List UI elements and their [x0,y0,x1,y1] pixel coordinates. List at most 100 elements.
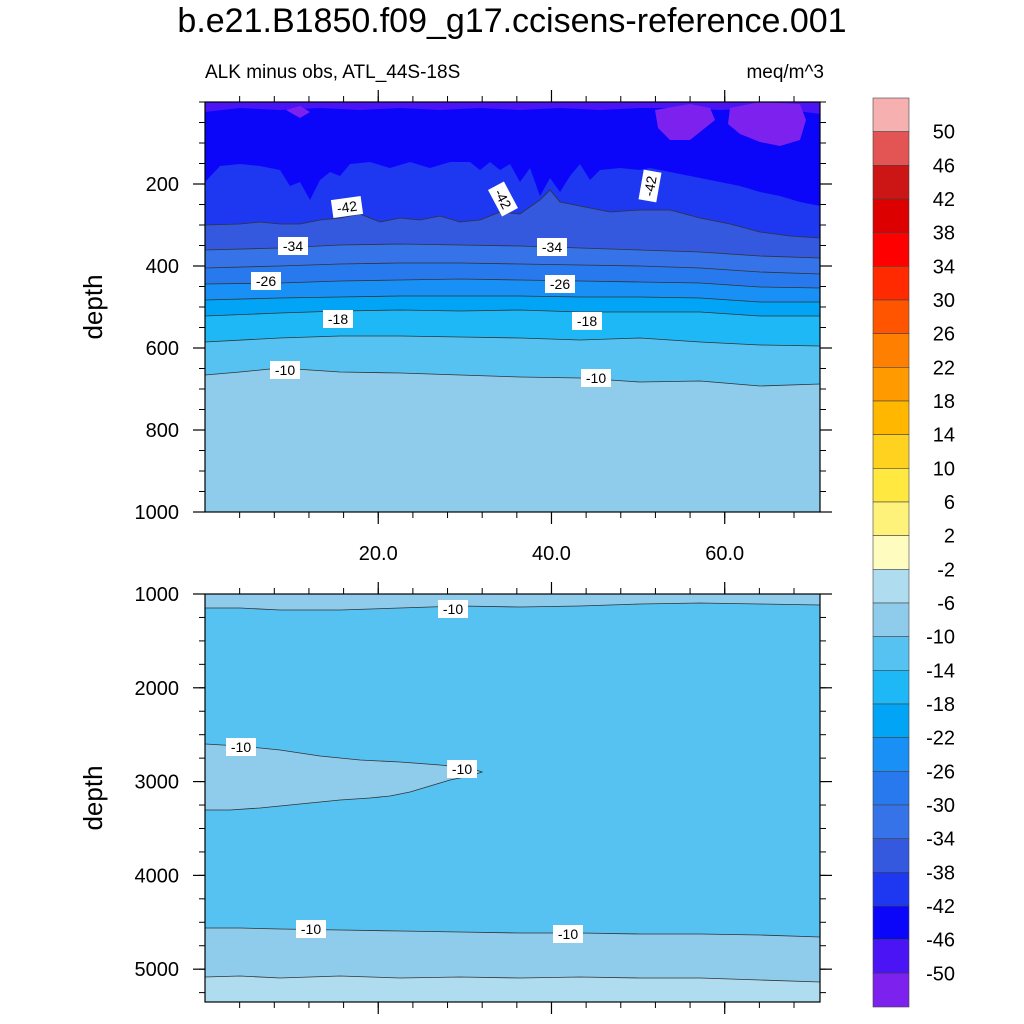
colorbar-label: -42 [926,896,955,918]
colorbar-label: 42 [933,189,955,211]
contour-line [205,927,820,938]
contour-label: -10 [586,370,606,386]
upper-contour-fill [205,102,820,512]
contour-label: -18 [328,311,348,327]
band-fill [205,744,482,810]
contour-line [205,243,820,259]
colorbar-label: 6 [944,492,955,514]
y-tick-label: 5000 [135,959,180,981]
upper-x-axis: 20.0 40.0 60.0 [239,90,795,565]
lower-contour-fill [205,594,820,1002]
contour-label: -26 [256,273,276,289]
upper-depth-panel: 200 400 600 800 1000 20.0 40.0 60.0 depth -42 … [78,90,832,565]
colorbar-label: -10 [926,627,955,649]
band-fill [205,603,820,937]
colorbar-swatch [872,703,910,738]
contour-label: -42 [640,174,659,197]
colorbar-label: -6 [937,593,955,615]
colorbar-label: 46 [933,155,955,177]
y-tick-label: 4000 [135,865,180,887]
colorbar-label: -50 [926,963,955,985]
colorbar-swatch [872,973,910,1008]
band-fill [655,104,715,140]
contour-label: -10 [275,362,295,378]
contour-line [205,278,820,289]
colorbar-swatch [872,737,910,772]
contour-label-box: -18 [572,312,602,330]
colorbar: 50 46 42 38 34 30 26 22 18 14 10 6 2 -2 -6 -10 -14 -18 -22… [872,97,955,1008]
colorbar-label: -14 [926,660,955,682]
contour-line [205,602,820,611]
lower-plot-frame [204,593,821,1003]
upper-y-axis-title: depth [78,274,108,339]
contour-label-box: -10 [226,738,256,756]
colorbar-label: 38 [933,223,955,245]
contour-line [205,262,820,275]
contour-label: -34 [542,239,562,255]
lower-depth-panel: 1000 2000 3000 4000 5000 depth -10 -10 -10 -… [78,582,832,1014]
contour-label-box: -10 [553,925,583,943]
colorbar-swatch [872,333,910,368]
colorbar-label: 30 [933,290,955,312]
colorbar-swatch [872,198,910,233]
contour-label-box: -42 [638,169,662,203]
colorbar-label: 34 [933,256,955,278]
band-fill [205,102,820,114]
colorbar-label: 10 [933,458,955,480]
lower-contour-lines [205,602,820,983]
plot-left-title: ALK minus obs, ATL_44S-18S [205,62,461,83]
contour-label-box: -10 [581,369,611,387]
y-tick-label: 1000 [135,584,180,606]
colorbar-swatch [872,939,910,974]
colorbar-label: -30 [926,795,955,817]
colorbar-swatch [872,838,910,873]
colorbar-swatch [872,232,910,267]
colorbar-label: -18 [926,694,955,716]
contour-label: -10 [301,921,321,937]
contour-line [205,189,820,239]
contour-label: -26 [550,276,570,292]
y-tick-label: 400 [146,256,179,278]
colorbar-label: -46 [926,930,955,952]
contour-label: -10 [558,926,578,942]
contour-label: -34 [283,238,303,254]
x-tick-label: 60.0 [705,543,744,565]
x-tick-label: 20.0 [359,543,398,565]
colorbar-swatch [872,434,910,469]
colorbar-label: 26 [933,324,955,346]
contour-label-box: -26 [251,272,281,290]
band-fill [286,106,310,118]
contour-label-box: -10 [438,600,468,618]
y-tick-label: 600 [146,338,179,360]
colorbar-label: -38 [926,862,955,884]
colorbar-swatch [872,367,910,402]
y-tick-label: 1000 [135,502,180,524]
lower-y-axis-title: depth [78,765,108,830]
contour-label: -10 [231,739,251,755]
contour-line [205,309,820,317]
band-fill [728,102,806,146]
contour-label: -18 [577,313,597,329]
contour-label-box: -10 [296,920,326,938]
contour-label-box: -34 [537,238,567,256]
page-title: b.e21.B1850.f09_g17.ccisens-reference.00… [177,2,847,40]
colorbar-swatch [872,670,910,705]
colorbar-swatch [872,569,910,604]
colorbar-swatch [872,299,910,334]
upper-contour-labels: -42 -42 -42 -34 -34 -26 -26 -18 -18 -10 … [251,169,662,387]
contour-label-box: -10 [447,760,477,778]
colorbar-swatch [872,97,910,132]
colorbar-swatch [872,165,910,200]
colorbar-label: -2 [937,559,955,581]
contour-label-box: -10 [270,361,300,379]
colorbar-label: 50 [933,122,955,144]
colorbar-swatch [872,266,910,301]
colorbar-swatch [872,501,910,536]
colorbar-swatch [872,131,910,166]
upper-y-axis: 200 400 600 800 1000 [135,101,832,524]
colorbar-swatch [872,771,910,806]
plot-units-label: meq/m^3 [746,62,824,83]
colorbar-swatch [872,872,910,907]
colorbar-swatch [872,804,910,839]
